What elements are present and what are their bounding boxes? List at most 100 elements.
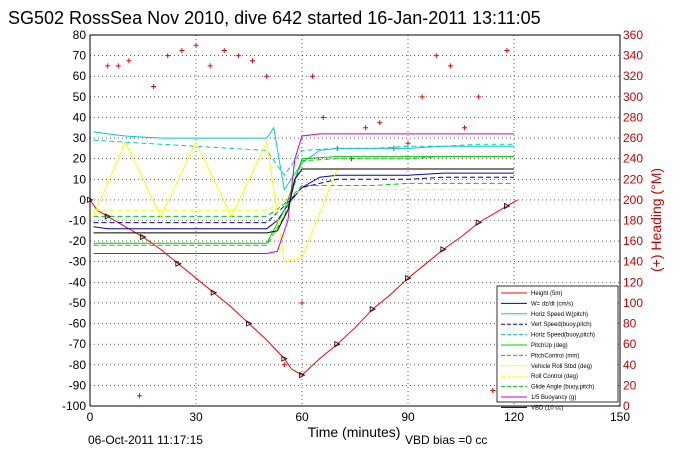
right-tick-label: 300 [623,90,643,104]
depth-marker [281,355,288,362]
x-tick-label: 0 [87,410,94,424]
right-tick-label: 100 [623,296,643,310]
heading-point [433,53,439,59]
heading-point [490,388,496,394]
heading-point [126,58,132,64]
right-tick-label: 320 [623,69,643,83]
legend-label: Vert Speed(buoy,pitch) [531,322,592,328]
y-tick-label: -70 [69,337,87,351]
right-tick-label: 60 [623,337,637,351]
depth-marker [440,246,447,253]
depth-marker [299,371,306,379]
y-tick-label: -60 [69,317,87,331]
x-tick-label: 90 [401,410,415,424]
y-tick-label: 30 [73,131,87,145]
right-tick-label: 20 [623,378,637,392]
depth-marker [504,202,511,210]
chart-title: SG502 RossSea Nov 2010, dive 642 started… [8,8,541,28]
depth-marker [369,305,377,313]
legend-label: Vehicle Roll Stbd (deg) [531,364,592,370]
y-tick-label: 40 [73,110,87,124]
heading-point [235,53,241,59]
heading-point [264,73,270,79]
legend-label: VBD (10 cc) [531,405,563,411]
depth-marker [405,275,412,282]
heading-point [377,120,383,126]
x-tick-label: 120 [504,410,524,424]
y-tick-label: 60 [73,69,87,83]
depth-marker [210,289,218,296]
right-axis-label: (+) Heading (°M) [648,168,664,272]
heading-point [310,73,316,79]
depth-marker [87,196,94,204]
heading-point [115,63,121,69]
heading-point [207,63,213,69]
right-tick-label: 80 [623,317,637,331]
heading-point [151,84,157,90]
depth-marker [140,233,147,241]
depth-marker [334,341,341,348]
depth-marker [104,213,112,220]
right-tick-label: 160 [623,234,643,248]
heading-point [447,63,453,69]
footer-timestamp: 06-Oct-2011 11:17:15 [88,433,203,447]
legend-label: PitchControl (mm) [531,353,579,359]
legend-label: W= dz/dt (cm/s) [531,301,573,307]
heading-point [250,58,256,64]
series-line-3 [93,176,514,224]
series-line-10 [93,133,514,254]
right-tick-label: 140 [623,255,643,269]
legend-label: Roll Control (deg) [531,374,578,380]
series-line-8 [93,189,514,211]
right-tick-label: 180 [623,214,643,228]
heading-point [405,140,411,146]
heading-point [136,393,142,399]
heading-point [320,114,326,120]
y-tick-label: -100 [62,399,86,413]
y-tick-label: 10 [73,172,87,186]
heading-point [363,125,369,131]
y-tick-label: 20 [73,152,87,166]
series-line-11 [93,168,514,234]
legend-label: Height (5m) [531,291,562,297]
heading-point [193,42,199,48]
x-axis-label: Time (minutes) [308,424,401,440]
plot-area: 0 30 60 90 120 150-100-90-80-70-60-50-40-30-2… [62,28,643,424]
heading-point [105,63,111,69]
right-tick-label: 0 [623,399,630,413]
legend-box [496,285,619,403]
heading-point [504,47,510,53]
heading-point [299,300,305,306]
y-tick-label: 0 [79,193,86,207]
right-tick-label: 240 [623,152,643,166]
heading-point [462,125,468,131]
x-tick-label: 60 [295,410,309,424]
heading-point [476,94,482,100]
y-tick-label: -90 [69,378,87,392]
series-line-2 [93,126,514,191]
legend-label: Horiz Speed W(pitch) [531,312,588,318]
y-tick-label: -50 [69,296,87,310]
right-tick-label: 220 [623,172,643,186]
x-tick-label: 30 [189,410,203,424]
y-tick-label: -30 [69,255,87,269]
y-tick-label: -20 [69,234,87,248]
heading-point [221,47,227,53]
series-line-4 [93,139,514,177]
footer-vbd-bias: VBD bias =0 cc [405,433,487,447]
depth-marker [175,260,182,267]
depth-marker [475,219,483,226]
right-tick-label: 360 [623,28,643,42]
right-tick-label: 40 [623,358,637,372]
right-tick-label: 260 [623,131,643,145]
y-tick-label: 80 [73,28,87,42]
heading-point [179,47,185,53]
series-line-6 [93,182,514,217]
legend-label: Horiz Speed(buoy,pitch) [531,333,595,339]
y-tick-label: -40 [69,275,87,289]
legend-label: Glide Angle (buoy,pitch) [531,385,594,391]
right-tick-label: 120 [623,275,643,289]
series-line-1 [93,172,514,230]
right-tick-label: 280 [623,110,643,124]
